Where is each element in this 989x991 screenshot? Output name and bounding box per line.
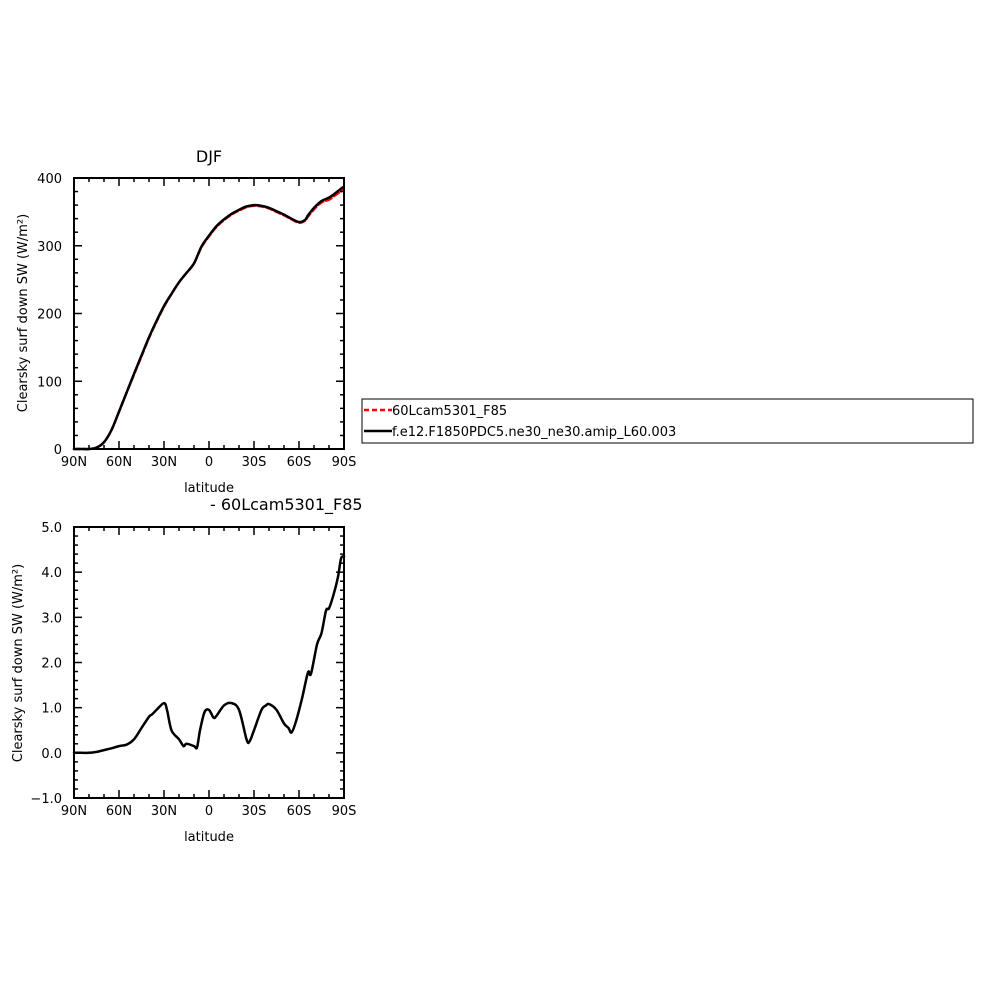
top-x-tick-label: 90S [332, 455, 357, 470]
legend: 60Lcam5301_F85 f.e12.F1850PDC5.ne30_ne30… [361, 398, 974, 444]
bottom-y-tick-label: 3.0 [41, 611, 62, 626]
top-series-line-1 [72, 186, 344, 451]
top-ticks: 90N 60N 30N 0 30S 60S 90S 0 100 200 300 400 [37, 172, 356, 470]
bottom-series-line-0 [72, 555, 346, 755]
top-y-tick-label: 100 [37, 375, 62, 390]
legend-box [361, 398, 974, 444]
bottom-x-tick-label: 0 [205, 804, 213, 819]
bottom-x-tick-label: 90S [332, 804, 357, 819]
bottom-x-tick-label: 60S [287, 804, 312, 819]
legend-label-60lcam5301: 60Lcam5301_F85 [392, 404, 507, 419]
top-x-tick-label: 30S [242, 455, 267, 470]
top-x-tick-label: 90N [61, 455, 87, 470]
bottom-y-tick-label: −1.0 [30, 792, 62, 807]
panel-top: 90N 60N 30N 0 30S 60S 90S 0 100 200 300 400 DJF lat… [16, 147, 356, 496]
top-plot-title: DJF [196, 147, 222, 166]
bottom-y-tick-label: 4.0 [41, 566, 62, 581]
top-x-tick-label: 60S [287, 455, 312, 470]
bottom-plot-title: - 60Lcam5301_F85 [210, 495, 363, 515]
top-x-tick-label: 30N [151, 455, 177, 470]
bottom-x-tick-label: 30N [151, 804, 177, 819]
bottom-x-tick-label: 60N [106, 804, 132, 819]
top-series-group [72, 186, 344, 451]
bottom-ticks: 90N 60N 30N 0 30S 60S 90S −1.0 0.0 1.0 2.0 3.0 4.0 5.… [30, 521, 356, 819]
top-x-axis-title: latitude [184, 481, 234, 496]
bottom-y-tick-label: 2.0 [41, 657, 62, 672]
top-x-tick-label: 0 [205, 455, 213, 470]
bottom-y-tick-label: 0.0 [41, 747, 62, 762]
legend-label-f-e12: f.e12.F1850PDC5.ne30_ne30.amip_L60.003 [392, 425, 676, 440]
bottom-x-tick-label: 30S [242, 804, 267, 819]
top-y-tick-label: 400 [37, 172, 62, 187]
top-x-tick-label: 60N [106, 455, 132, 470]
bottom-y-tick-label: 5.0 [41, 521, 62, 536]
bottom-series-group [72, 555, 346, 755]
top-y-tick-label: 300 [37, 240, 62, 255]
top-y-axis-title: Clearsky surf down SW (W/m²) [16, 214, 31, 412]
bottom-x-tick-label: 90N [61, 804, 87, 819]
bottom-x-axis-title: latitude [184, 830, 234, 845]
panel-bottom: 90N 60N 30N 0 30S 60S 90S −1.0 0.0 1.0 2.0 3.0 4.0 5.… [11, 495, 363, 845]
top-y-tick-label: 0 [54, 443, 62, 458]
bottom-y-axis-title: Clearsky surf down SW (W/m²) [11, 564, 26, 762]
bottom-y-tick-label: 1.0 [41, 702, 62, 717]
top-y-tick-label: 200 [37, 308, 62, 323]
